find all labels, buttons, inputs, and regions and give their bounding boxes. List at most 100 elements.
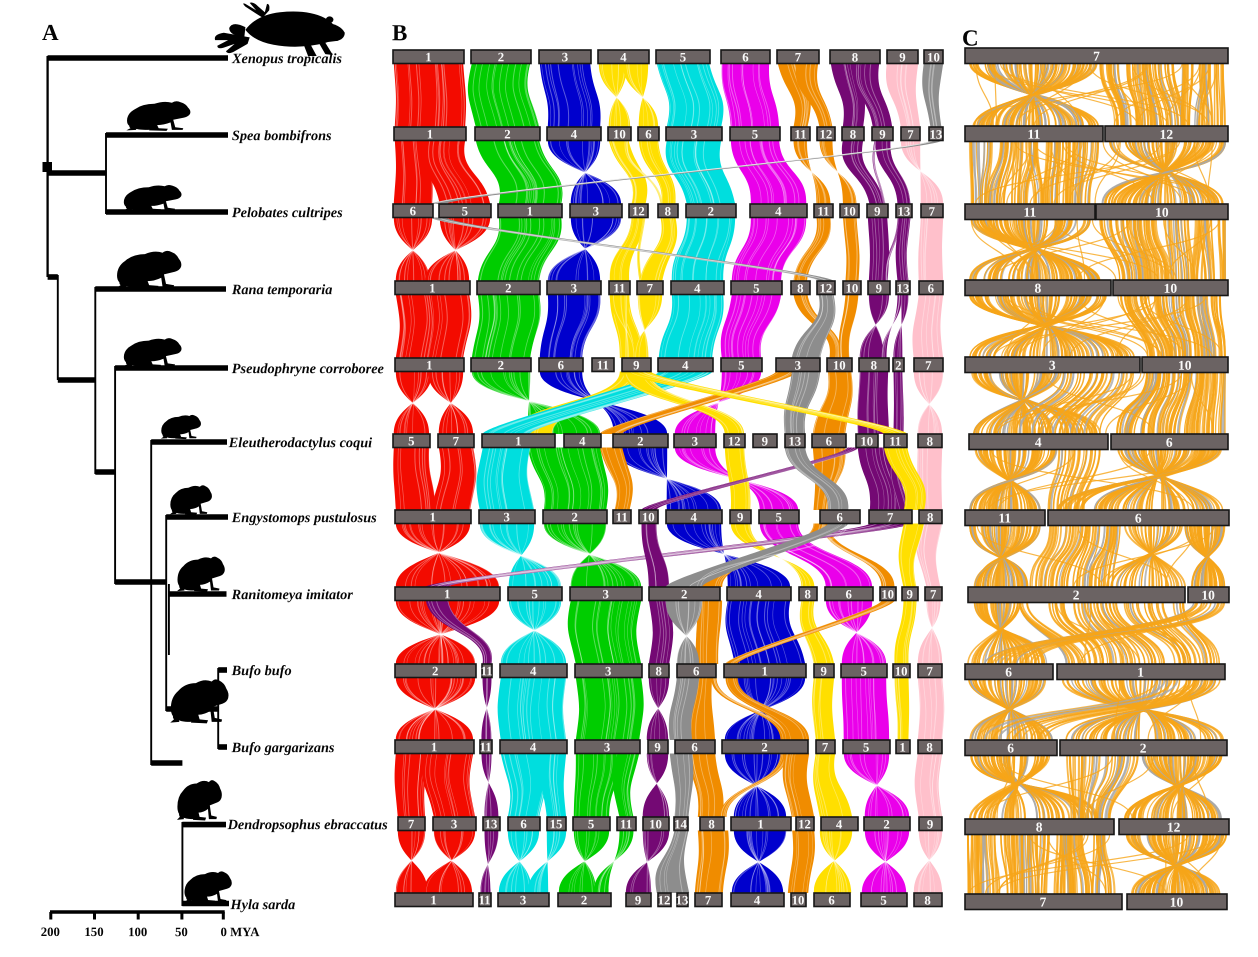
svg-text:8: 8	[1034, 281, 1041, 296]
svg-text:2: 2	[498, 358, 504, 372]
svg-text:10: 10	[860, 435, 873, 449]
svg-text:8: 8	[655, 664, 661, 678]
svg-text:Bufo bufo: Bufo bufo	[231, 663, 292, 679]
svg-text:10: 10	[1201, 588, 1215, 603]
svg-text:9: 9	[737, 510, 743, 524]
svg-text:10: 10	[845, 282, 858, 296]
svg-text:6: 6	[837, 510, 844, 524]
svg-text:Rana temporaria: Rana temporaria	[231, 282, 333, 298]
svg-text:Pelobates cultripes: Pelobates cultripes	[232, 205, 343, 221]
svg-text:7: 7	[408, 817, 415, 831]
svg-text:3: 3	[451, 817, 457, 831]
svg-text:4: 4	[682, 358, 689, 372]
svg-text:200: 200	[41, 925, 60, 939]
svg-text:Pseudophryne corroboree: Pseudophryne corroboree	[232, 361, 385, 377]
svg-text:11: 11	[620, 817, 632, 831]
svg-text:11: 11	[998, 511, 1011, 526]
svg-text:10: 10	[649, 817, 662, 831]
svg-text:1: 1	[427, 127, 433, 141]
svg-text:12: 12	[820, 128, 833, 142]
svg-text:8: 8	[926, 740, 932, 754]
svg-text:1: 1	[515, 434, 521, 448]
svg-text:8: 8	[924, 893, 930, 907]
svg-text:2: 2	[581, 893, 587, 907]
svg-text:3: 3	[604, 740, 610, 754]
svg-text:8: 8	[1036, 820, 1043, 835]
svg-text:10: 10	[792, 893, 805, 907]
svg-text:10: 10	[927, 50, 940, 64]
svg-text:7: 7	[1093, 49, 1100, 64]
svg-text:1: 1	[1137, 665, 1144, 680]
svg-text:9: 9	[874, 205, 880, 219]
svg-text:0 MYA: 0 MYA	[221, 925, 261, 939]
svg-text:13: 13	[676, 893, 689, 907]
svg-text:5: 5	[752, 127, 758, 141]
svg-text:3: 3	[692, 434, 698, 448]
svg-text:4: 4	[754, 893, 761, 907]
svg-text:6: 6	[1135, 511, 1142, 526]
svg-text:11: 11	[613, 281, 625, 295]
svg-text:13: 13	[896, 282, 909, 296]
svg-text:6: 6	[1005, 665, 1012, 680]
svg-text:7: 7	[705, 893, 712, 907]
svg-text:5: 5	[738, 358, 744, 372]
svg-text:4: 4	[530, 740, 537, 754]
svg-text:8: 8	[871, 359, 877, 373]
svg-text:8: 8	[797, 282, 803, 296]
svg-text:5: 5	[753, 281, 759, 295]
svg-text:8: 8	[804, 587, 810, 601]
svg-text:5: 5	[860, 664, 866, 678]
svg-text:8: 8	[708, 817, 714, 831]
svg-text:3: 3	[593, 204, 599, 218]
svg-text:Hyla sarda: Hyla sarda	[230, 897, 296, 913]
svg-text:150: 150	[84, 925, 103, 939]
svg-text:4: 4	[530, 664, 537, 678]
svg-text:9: 9	[876, 282, 882, 296]
svg-text:1: 1	[757, 817, 763, 831]
svg-text:1: 1	[430, 510, 436, 524]
svg-text:11: 11	[481, 664, 493, 678]
svg-text:2: 2	[637, 434, 643, 448]
svg-text:1: 1	[426, 358, 432, 372]
svg-text:1: 1	[429, 281, 435, 295]
svg-text:5: 5	[680, 50, 686, 64]
svg-text:3: 3	[571, 281, 577, 295]
svg-text:6: 6	[645, 127, 652, 141]
svg-text:11: 11	[478, 893, 490, 907]
svg-text:11: 11	[616, 510, 628, 524]
svg-text:12: 12	[798, 817, 811, 831]
svg-text:10: 10	[1164, 281, 1178, 296]
svg-text:10: 10	[613, 127, 626, 141]
svg-text:4: 4	[836, 817, 843, 831]
svg-text:2: 2	[504, 127, 510, 141]
svg-text:4: 4	[620, 50, 627, 64]
svg-text:C: C	[962, 26, 979, 51]
svg-text:4: 4	[571, 127, 578, 141]
svg-text:7: 7	[887, 510, 894, 524]
svg-text:7: 7	[907, 128, 914, 142]
svg-text:13: 13	[897, 205, 910, 219]
svg-text:2: 2	[761, 740, 767, 754]
svg-text:3: 3	[562, 50, 568, 64]
svg-text:1: 1	[761, 664, 767, 678]
svg-text:7: 7	[925, 359, 932, 373]
svg-text:100: 100	[128, 925, 147, 939]
svg-text:5: 5	[531, 587, 537, 601]
svg-text:6: 6	[410, 204, 417, 218]
svg-text:12: 12	[1160, 127, 1174, 142]
svg-text:4: 4	[694, 281, 701, 295]
svg-text:2: 2	[498, 50, 504, 64]
svg-text:2: 2	[883, 817, 889, 831]
svg-text:2: 2	[708, 204, 714, 218]
svg-text:7: 7	[647, 281, 654, 295]
svg-text:11: 11	[889, 435, 901, 449]
svg-text:8: 8	[665, 204, 671, 218]
svg-text:7: 7	[795, 50, 802, 64]
svg-text:7: 7	[930, 587, 937, 601]
svg-text:7: 7	[926, 664, 933, 678]
svg-text:9: 9	[633, 358, 639, 372]
svg-text:A: A	[42, 20, 59, 45]
svg-text:1: 1	[430, 893, 436, 907]
svg-text:Xenopus tropicalis: Xenopus tropicalis	[231, 51, 342, 67]
svg-text:Dendropsophus ebraccatus: Dendropsophus ebraccatus	[227, 817, 389, 833]
